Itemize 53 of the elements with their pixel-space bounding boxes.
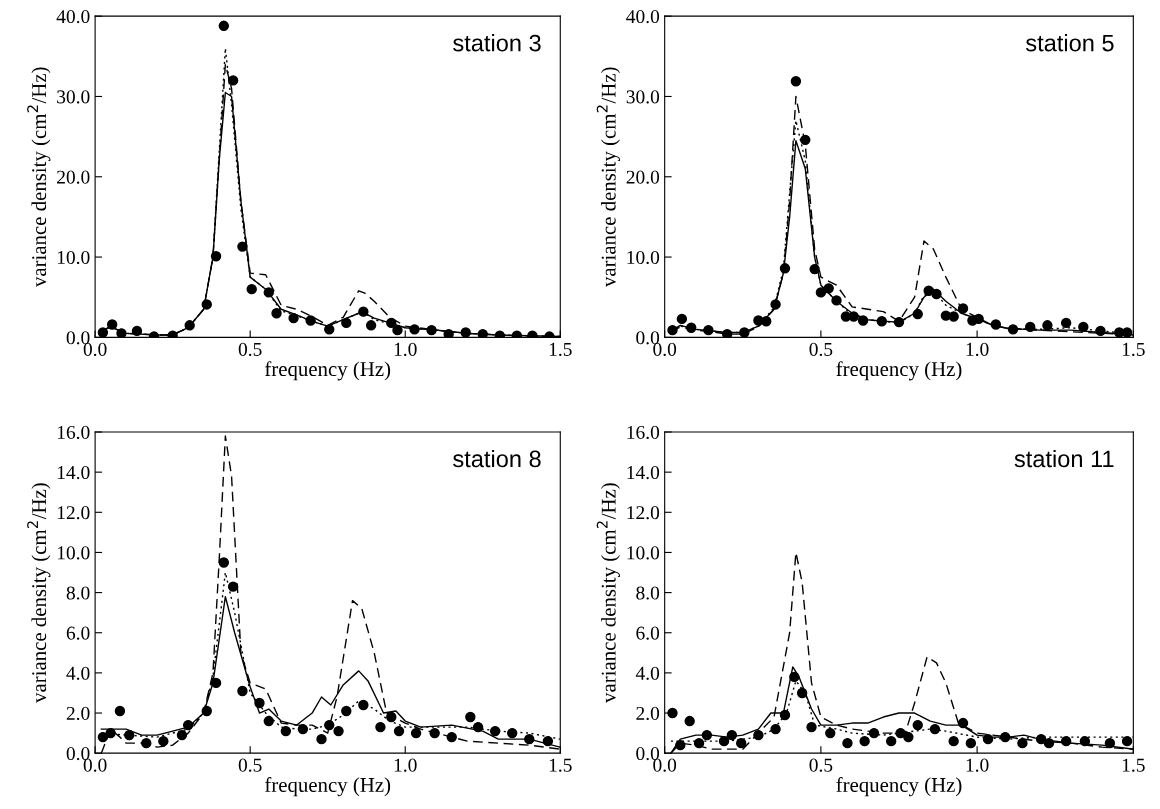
- y-tick-label: 10.0: [627, 250, 660, 265]
- y-tick-label: 40.0: [626, 10, 660, 24]
- y-tick-label: 0.0: [636, 331, 660, 345]
- annotation: station 11: [1014, 449, 1114, 468]
- annotation: station 3: [453, 34, 541, 52]
- x-tick-label: 0.5: [809, 758, 833, 772]
- annotation: station 5: [1025, 34, 1114, 52]
- x-tick-label: 1.5: [549, 342, 572, 356]
- x-tick-label: 1.0: [966, 342, 989, 356]
- x-axis-title: frequency (Hz): [265, 777, 391, 797]
- y-tick-label: 12.0: [627, 506, 660, 520]
- y-tick-label: 4.0: [66, 666, 90, 680]
- x-tick-label: 0.5: [809, 342, 833, 356]
- y-tick-label: 6.0: [66, 626, 90, 640]
- x-tick-label: 1.5: [1122, 342, 1145, 356]
- y-tick-label: 20.0: [57, 170, 90, 184]
- y-tick-label: 4.0: [635, 666, 660, 680]
- y-axis-title: variance density (cm$^{2}$/Hz): [596, 483, 620, 703]
- y-tick-label: 8.0: [66, 586, 90, 600]
- y-tick-label: 10.0: [57, 546, 90, 560]
- y-axis-title: variance density (cm$^{2}$/Hz): [596, 67, 620, 288]
- y-tick-label: 2.0: [66, 706, 90, 721]
- y-tick-label: 6.0: [636, 626, 660, 640]
- x-tick-label: 0.5: [238, 342, 262, 356]
- x-tick-label: 0.0: [83, 758, 107, 772]
- y-tick-label: 40.0: [56, 10, 90, 24]
- y-tick-label: 30.0: [626, 90, 660, 104]
- y-tick-label: 2.0: [636, 706, 660, 721]
- y-tick-label: 14.0: [627, 465, 660, 480]
- y-tick-label: 10.0: [627, 546, 660, 560]
- y-tick-label: 14.0: [57, 465, 90, 480]
- x-tick-label: 0.0: [653, 758, 677, 772]
- y-tick-label: 0.0: [66, 746, 90, 761]
- y-tick-label: 16.0: [57, 425, 90, 440]
- y-tick-label: 8.0: [636, 586, 660, 600]
- y-tick-label: 10.0: [57, 250, 90, 265]
- x-tick-label: 1.0: [394, 758, 417, 772]
- y-axis-title: variance density (cm$^{2}$/Hz): [27, 483, 51, 703]
- x-tick-label: 1.5: [1122, 758, 1145, 772]
- x-tick-label: 1.0: [966, 758, 989, 772]
- x-axis-title: frequency (Hz): [265, 361, 391, 381]
- y-tick-label: 30.0: [57, 90, 90, 104]
- y-tick-label: 20.0: [626, 170, 660, 184]
- y-axis-title: variance density (cm$^{2}$/Hz): [27, 67, 51, 288]
- y-tick-label: 16.0: [627, 425, 660, 440]
- x-tick-label: 0.5: [238, 758, 262, 772]
- y-tick-label: 12.0: [57, 506, 90, 520]
- x-axis-title: frequency (Hz): [836, 361, 962, 381]
- annotation: station 8: [453, 449, 541, 468]
- x-tick-label: 0.0: [653, 342, 677, 356]
- x-tick-label: 1.5: [549, 758, 572, 772]
- x-tick-label: 1.0: [394, 342, 417, 356]
- x-axis-title: frequency (Hz): [836, 777, 962, 797]
